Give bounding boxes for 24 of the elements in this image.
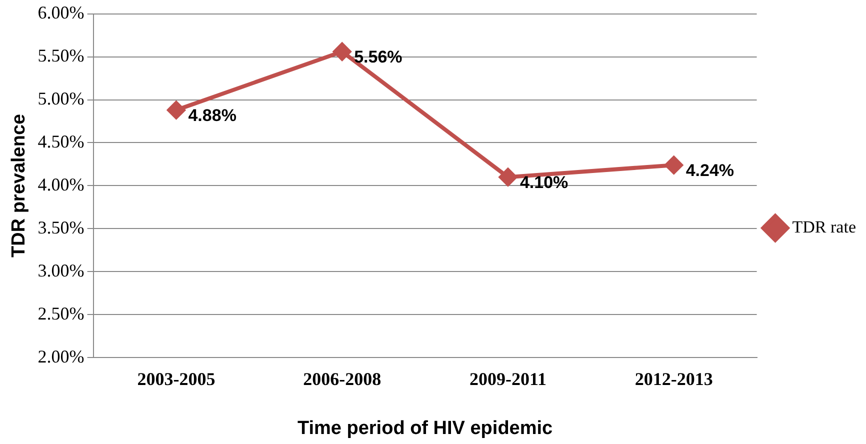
y-tick-label: 5.50% bbox=[38, 46, 84, 66]
y-tick-label: 2.00% bbox=[38, 346, 84, 366]
x-tick-label: 2009-2011 bbox=[469, 369, 546, 390]
y-tick-label: 3.50% bbox=[38, 217, 84, 238]
x-tick-label: 2006-2008 bbox=[303, 369, 382, 390]
point bbox=[664, 156, 683, 174]
legend-label: TDR rate bbox=[792, 217, 856, 236]
y-axis-title: TDR prevalence bbox=[8, 114, 30, 258]
point bbox=[167, 101, 186, 120]
y-tick-label: 6.00% bbox=[38, 2, 84, 23]
y-tick-label: 2.50% bbox=[38, 303, 84, 324]
x-tick-label: 2012-2013 bbox=[634, 369, 713, 390]
data-label: 4.88% bbox=[188, 106, 236, 125]
data-label: 4.10% bbox=[520, 172, 568, 192]
point bbox=[333, 42, 352, 61]
point bbox=[498, 168, 517, 186]
y-tick-label: 3.00% bbox=[38, 260, 84, 280]
x-axis-title: Time period of HIV epidemic bbox=[297, 418, 554, 439]
data-label: 5.56% bbox=[354, 47, 402, 66]
x-tick-label: 2003-2005 bbox=[137, 369, 216, 390]
data-label: 4.24% bbox=[686, 160, 734, 180]
y-tick-label: 4.50% bbox=[38, 131, 84, 152]
y-tick-label: 4.00% bbox=[38, 174, 84, 194]
y-tick-label: 5.00% bbox=[38, 88, 84, 108]
